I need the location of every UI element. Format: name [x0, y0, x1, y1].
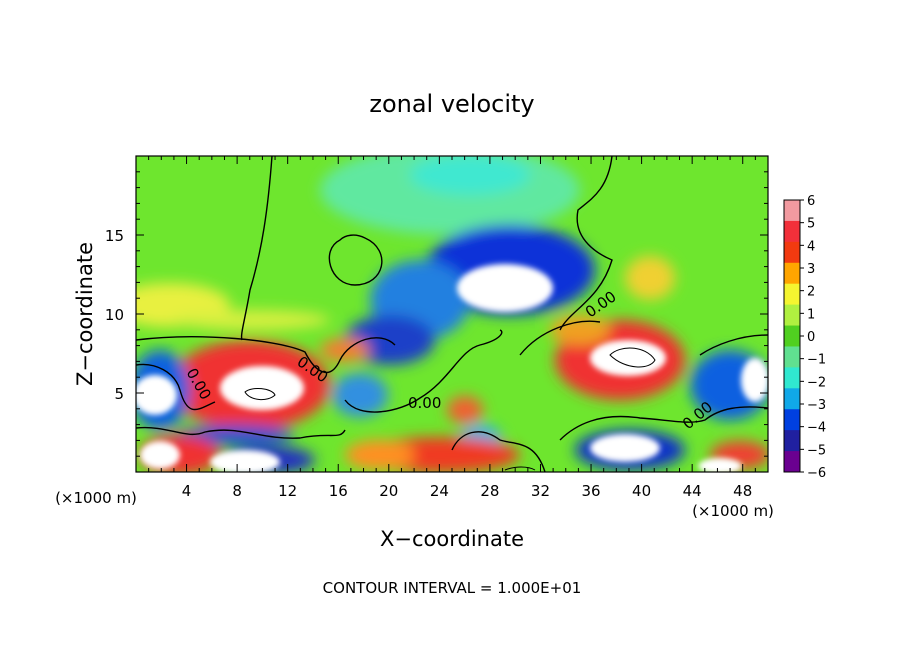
colorbar-label: 3 — [807, 262, 815, 277]
colorbar-label: −4 — [807, 421, 826, 436]
colorbar-swatch — [784, 388, 800, 410]
colorbar-label: 1 — [807, 307, 815, 322]
x-unit-right: (×1000 m) — [692, 502, 774, 520]
x-tick-label: 24 — [430, 482, 449, 500]
colorbar-label: 0 — [807, 330, 815, 345]
x-tick-label: 44 — [683, 482, 702, 500]
colorbar-swatch — [784, 409, 800, 431]
colorbar-label: 4 — [807, 239, 815, 254]
y-axis-ticks: 5 10 15 — [105, 171, 768, 457]
x-tick-label: 48 — [733, 482, 752, 500]
colorbar-label: −5 — [807, 443, 826, 458]
y-axis-label: Z−coordinate — [73, 242, 97, 386]
colorbar-label: −3 — [807, 398, 826, 413]
colorbar-swatch — [784, 262, 800, 285]
colorbar-swatch — [784, 325, 800, 347]
colorbar-swatch — [784, 220, 800, 243]
colorbar-swatch — [784, 367, 800, 389]
x-tick-label: 36 — [581, 482, 600, 500]
chart-title: zonal velocity — [369, 90, 534, 118]
colorbar-label: −2 — [807, 375, 826, 390]
colorbar-label: 6 — [807, 194, 815, 209]
colorbar-swatch — [784, 283, 800, 306]
colorbar-swatch — [784, 304, 800, 327]
colorbar-swatch — [784, 241, 800, 264]
y-tick-label: 5 — [114, 385, 124, 403]
colorbar-swatch — [784, 346, 800, 368]
x-tick-label: 8 — [232, 482, 242, 500]
x-tick-label: 28 — [480, 482, 499, 500]
x-axis-ticks: 4 8 12 16 20 24 28 32 36 40 44 48 — [148, 156, 756, 500]
colorbar-label: −6 — [807, 466, 826, 481]
y-tick-label: 10 — [105, 306, 124, 324]
colorbar-label: 2 — [807, 285, 815, 300]
x-tick-label: 40 — [632, 482, 651, 500]
x-tick-label: 12 — [278, 482, 297, 500]
y-tick-label: 15 — [105, 227, 124, 245]
colorbar-swatch — [784, 200, 800, 222]
colorbar: 6 5 4 3 2 1 0 −1 −2 −3 −4 −5 −6 — [783, 194, 826, 481]
x-axis-label: X−coordinate — [380, 527, 524, 551]
colorbar-swatch — [784, 451, 800, 473]
colorbar-label: −1 — [807, 353, 826, 368]
contour-interval-footer: CONTOUR INTERVAL = 1.000E+01 — [323, 579, 582, 597]
x-tick-label: 16 — [329, 482, 348, 500]
heatmap-field: 0.00 0.00 0.00 0.00 0.00 — [136, 156, 768, 472]
x-unit-left: (×1000 m) — [55, 489, 137, 507]
colorbar-label: 5 — [807, 217, 815, 232]
x-tick-label: 4 — [182, 482, 192, 500]
contour-label: 0.00 — [408, 394, 441, 412]
x-tick-label: 32 — [531, 482, 550, 500]
x-tick-label: 20 — [379, 482, 398, 500]
colorbar-swatch — [784, 430, 800, 452]
